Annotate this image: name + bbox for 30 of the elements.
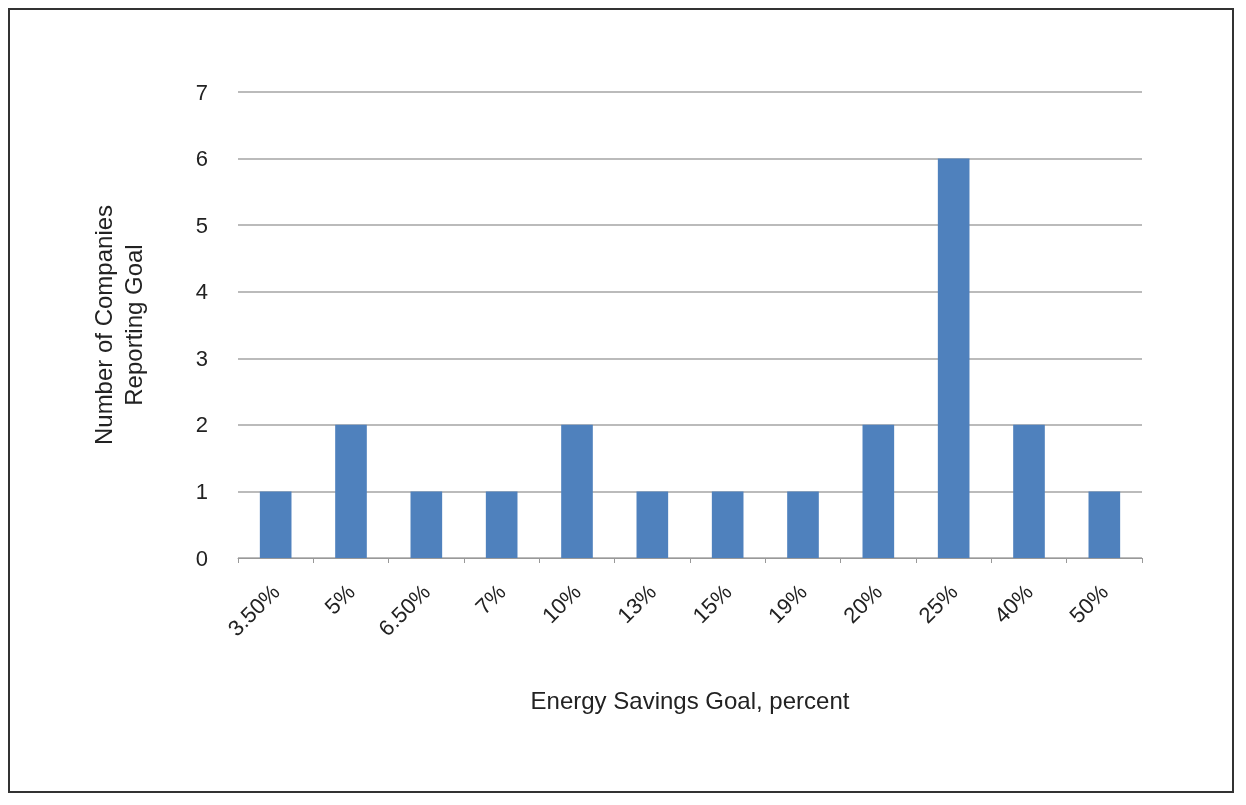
y-tick-label: 4 [195, 279, 208, 305]
x-tick-label: 5% [319, 579, 360, 620]
x-tick-label: 50% [1064, 579, 1114, 628]
bar [410, 491, 443, 558]
y-tick-label: 0 [195, 545, 208, 571]
x-axis-title: Energy Savings Goal, percent [530, 686, 850, 714]
x-tick-label: 10% [537, 579, 586, 628]
x-tick-label: 19% [763, 579, 812, 628]
x-tick-label: 15% [687, 579, 737, 628]
bar [1013, 424, 1045, 558]
y-tick-label: 3 [195, 345, 208, 371]
y-tick-label: 2 [195, 412, 208, 438]
bar [937, 158, 970, 558]
bar [485, 491, 518, 558]
y-tick-label: 6 [195, 146, 208, 172]
bar [561, 424, 593, 558]
bar [1088, 491, 1121, 558]
bar [787, 491, 819, 558]
bar [335, 424, 367, 558]
bar [259, 491, 292, 558]
x-tick-label: 13% [612, 579, 662, 628]
x-tick-label: 40% [989, 579, 1038, 628]
y-axis-title: Number of Companies Reporting Goal [89, 204, 147, 446]
x-tick-label: 7% [470, 579, 511, 620]
y-tick-label: 5 [195, 212, 208, 238]
bar [862, 424, 895, 558]
bar [711, 491, 744, 558]
y-tick-label: 7 [195, 79, 208, 105]
y-tick-label: 1 [195, 478, 208, 504]
bar [636, 491, 669, 558]
